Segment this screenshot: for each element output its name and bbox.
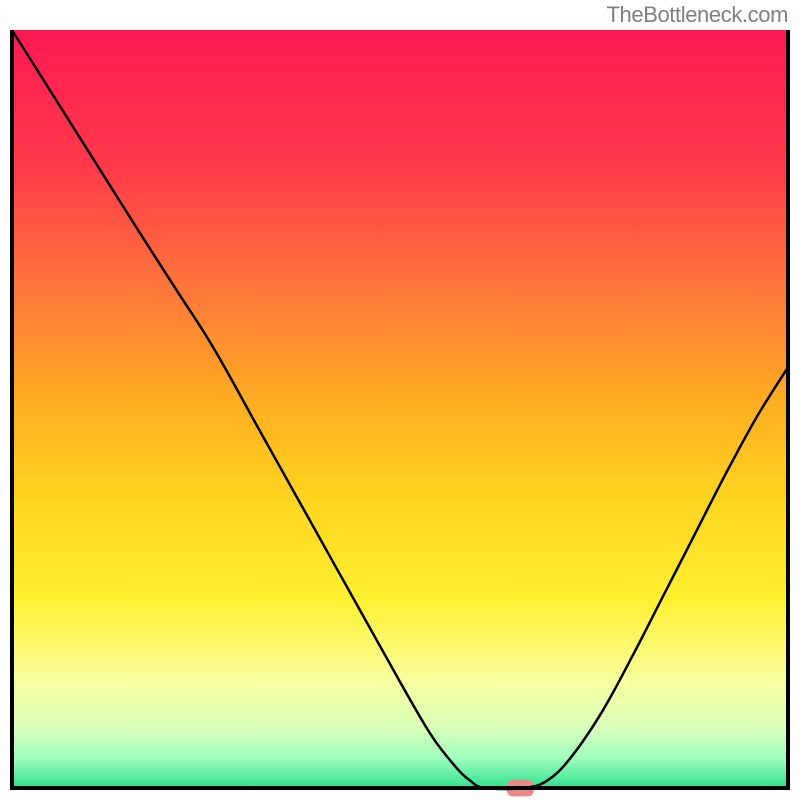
chart-gradient-bg <box>12 30 788 788</box>
chart-container: TheBottleneck.com <box>0 0 800 800</box>
watermark-text: TheBottleneck.com <box>606 2 788 28</box>
bottleneck-chart <box>0 0 800 800</box>
